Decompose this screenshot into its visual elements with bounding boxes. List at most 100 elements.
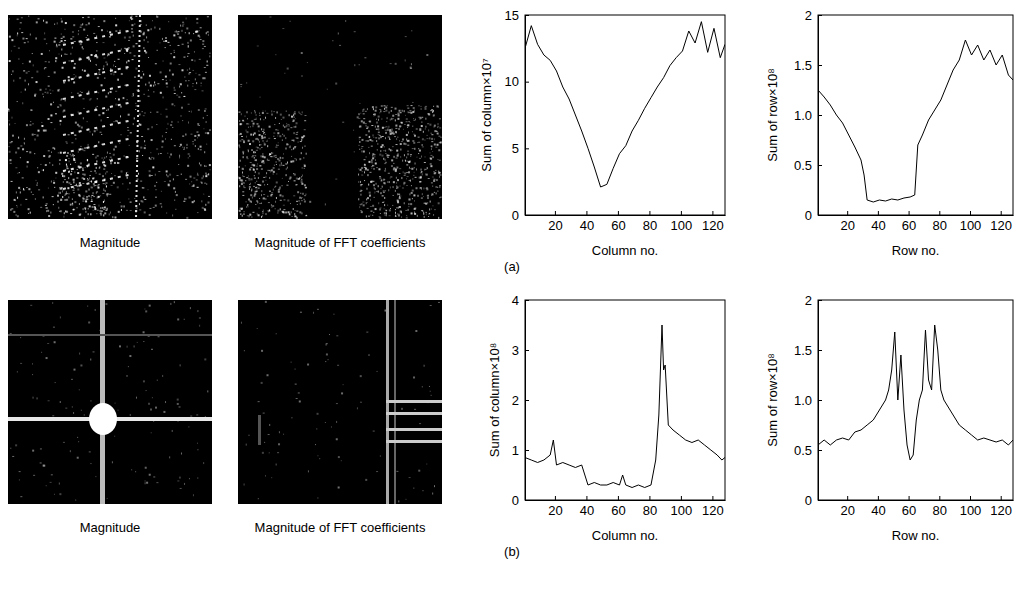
speckle <box>384 105 386 106</box>
speckle <box>187 42 189 44</box>
speckle <box>118 211 120 213</box>
speckle <box>152 126 153 128</box>
speckle <box>107 63 108 65</box>
speckle <box>251 112 252 113</box>
speckle <box>107 208 108 210</box>
image-panel <box>238 15 442 219</box>
speckle <box>149 208 151 209</box>
speckle <box>32 123 34 124</box>
speckle <box>396 207 398 208</box>
speckle <box>430 165 432 167</box>
speckle <box>429 137 430 139</box>
speckle <box>393 131 394 132</box>
speckle <box>265 213 267 215</box>
speckle <box>115 44 116 46</box>
speckle <box>34 95 36 97</box>
speckle <box>36 71 38 73</box>
speckle <box>82 98 84 99</box>
speckle <box>400 122 402 123</box>
speckle <box>429 124 431 126</box>
speckle <box>107 117 109 118</box>
speckle <box>374 197 375 198</box>
speckle <box>32 134 34 136</box>
speckle <box>435 147 437 148</box>
speckle <box>380 110 381 112</box>
speckle <box>189 111 190 112</box>
speckle <box>139 100 140 102</box>
speckle <box>15 167 17 168</box>
speckle <box>380 146 382 148</box>
speckle <box>74 135 75 136</box>
speckle <box>260 165 262 166</box>
speckle <box>368 136 370 138</box>
speckle <box>261 160 262 161</box>
speckle <box>239 177 241 179</box>
speckle <box>248 180 250 181</box>
speckle <box>301 176 302 177</box>
speckle <box>420 158 421 159</box>
speckle <box>387 157 389 158</box>
speckle <box>62 196 63 198</box>
speckle <box>50 114 52 116</box>
speckle <box>432 111 433 113</box>
speckle <box>85 24 87 25</box>
speckle <box>93 192 94 194</box>
speckle <box>439 185 441 186</box>
speckle <box>397 193 398 195</box>
speckle <box>250 134 252 136</box>
speckle <box>363 204 365 206</box>
speckle <box>377 143 378 145</box>
speckle <box>20 145 22 146</box>
speckle <box>71 142 73 143</box>
speckle <box>273 136 274 137</box>
speckle <box>81 127 83 129</box>
speckle <box>149 175 151 177</box>
speckle <box>417 215 418 217</box>
speckle <box>35 138 36 140</box>
speckle <box>251 121 253 122</box>
speckle <box>274 187 275 188</box>
speckle <box>258 130 259 131</box>
speckle <box>71 92 72 93</box>
speckle <box>161 191 162 192</box>
speckle <box>389 139 391 140</box>
speckle <box>9 109 10 110</box>
speckle <box>292 140 294 141</box>
speckle <box>431 149 432 150</box>
speckle <box>378 134 380 135</box>
speckle <box>88 208 89 209</box>
speckle <box>113 154 115 156</box>
speckle <box>384 163 386 164</box>
speckle <box>35 180 36 181</box>
speckle <box>97 155 99 156</box>
speckle <box>209 130 211 131</box>
speckle <box>173 178 174 180</box>
speckle <box>36 37 37 39</box>
speckle <box>174 93 176 94</box>
speckle <box>242 151 244 153</box>
speckle <box>26 124 28 126</box>
speckle <box>426 212 427 213</box>
speckle <box>160 114 161 115</box>
speckle <box>160 92 162 94</box>
speckle <box>301 200 302 201</box>
speckle <box>18 137 19 139</box>
speckle <box>240 124 242 125</box>
speckle <box>103 214 104 216</box>
speckle <box>134 55 136 56</box>
speckle <box>201 83 202 84</box>
speckle <box>154 81 155 83</box>
speckle <box>366 128 368 129</box>
speckle <box>360 184 362 186</box>
speckle <box>207 132 209 134</box>
speckle <box>156 148 158 149</box>
speckle <box>368 216 370 217</box>
image-ground <box>238 15 442 219</box>
speckle <box>359 139 360 140</box>
bright-stripe <box>63 156 133 171</box>
speckle <box>382 144 384 146</box>
speckle <box>293 208 294 210</box>
speckle <box>58 152 59 153</box>
speckle <box>390 208 391 209</box>
speckle <box>177 31 178 33</box>
